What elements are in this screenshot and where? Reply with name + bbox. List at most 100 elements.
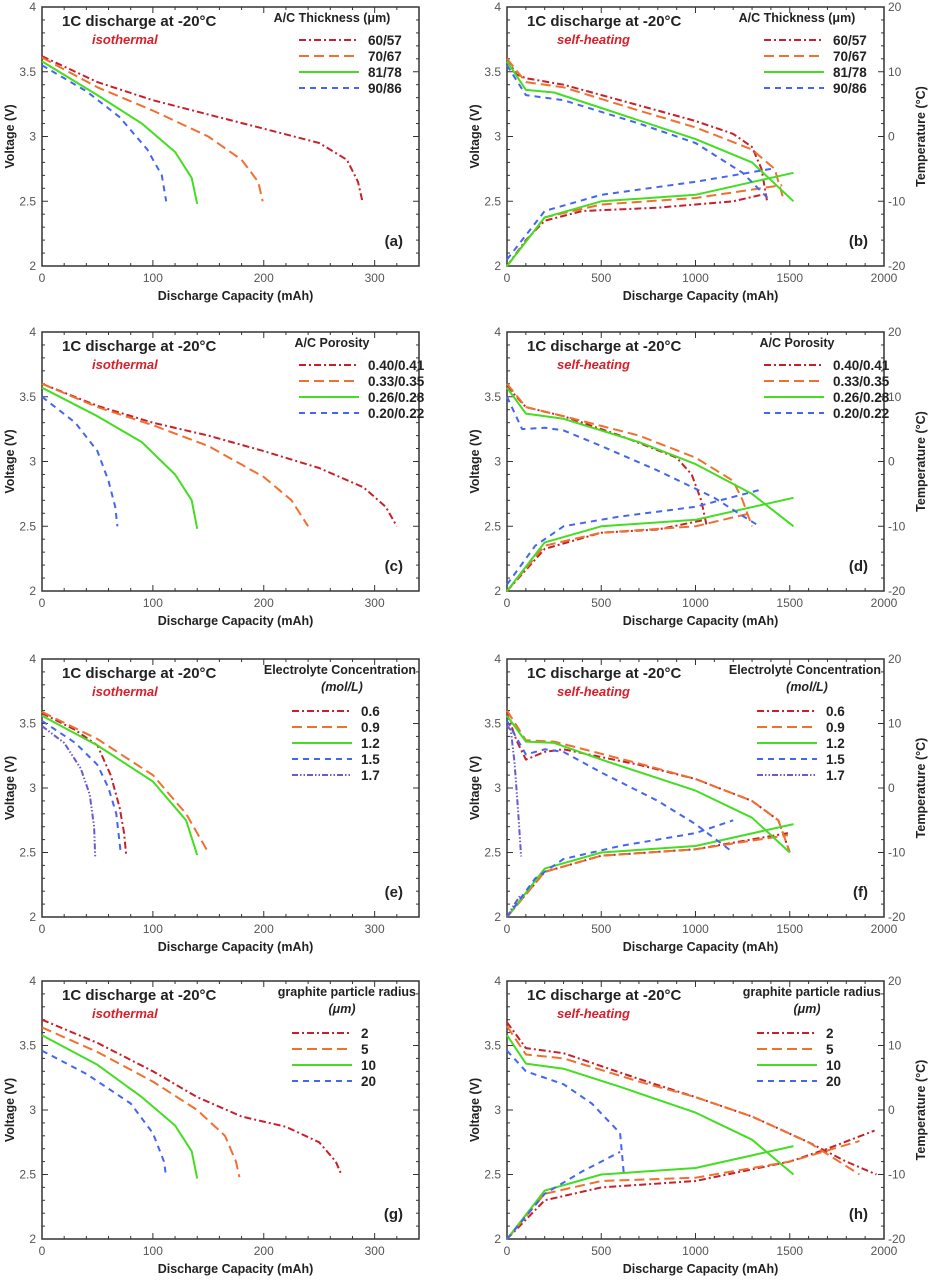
legend-label: 2 [826,1026,834,1041]
legend-label: 0.40/0.41 [368,358,425,373]
x-tick-label: 200 [254,271,274,285]
legend-title: A/C Thickness (μm) [274,11,391,25]
y-tick-label: 2 [29,584,36,598]
y-tick-label: 2.5 [19,194,36,208]
y2-tick-label: 10 [888,717,902,731]
y-tick-label: 2 [29,910,36,924]
legend-subtitle: (mol/L) [321,680,363,694]
x-tick-label: 200 [254,596,274,610]
voltage-line [41,1026,241,1178]
x-tick-label: 300 [365,271,385,285]
y-tick-label: 3.5 [19,65,36,79]
temperature-line [506,1140,860,1240]
x-tick-label: 500 [591,596,611,610]
voltage-line [506,725,523,857]
legend-label: 90/86 [368,81,402,96]
x-tick-label: 0 [39,922,46,936]
y2-tick-label: 10 [888,390,902,404]
legend-label: 0.26/0.28 [368,390,425,405]
x-tick-label: 0 [504,1244,511,1258]
temperature-line [506,518,706,592]
temperature-line [506,184,783,267]
voltage-line [506,1034,795,1176]
voltage-line [41,720,122,853]
y-tick-label: 4 [29,652,36,666]
y-axis-label: Voltage (V) [3,104,17,168]
y2-tick-label: 0 [888,1103,895,1117]
legend-label: 1.7 [826,768,845,783]
panel-title: 1C discharge at -20°C [527,987,682,1004]
voltage-line [41,60,199,205]
y-tick-label: 2.5 [19,846,36,860]
legend-label: 0.20/0.22 [368,406,424,421]
legend-label: 1.2 [826,736,845,751]
y-tick-label: 4 [494,0,501,14]
legend-label: 0.6 [361,704,380,719]
legend-label: 20 [826,1074,841,1089]
y-tick-label: 4 [29,325,36,339]
y2-axis-label: Temperature (°C) [914,411,928,512]
legend-label: 70/67 [368,49,402,64]
legend-label: 0.20/0.22 [833,406,889,421]
x-tick-label: 100 [143,271,163,285]
x-tick-label: 100 [143,1244,163,1258]
legend-label: 10 [826,1058,841,1073]
temperature-line [506,167,772,261]
panel-subtitle: isothermal [92,32,158,47]
y-tick-label: 2.5 [484,846,501,860]
y2-tick-label: -10 [888,1168,906,1182]
x-tick-label: 1500 [776,271,803,285]
y-tick-label: 3 [29,781,36,795]
y-tick-label: 3 [29,130,36,144]
y2-tick-label: 0 [888,781,895,795]
panel-subtitle: self-heating [557,684,630,699]
legend-label: 0.9 [826,720,845,735]
x-tick-label: 1000 [682,596,709,610]
legend-label: 1.2 [361,736,380,751]
voltage-line [41,64,168,202]
temperature-line [506,819,734,918]
panel-label: (g) [384,1206,403,1223]
y-tick-label: 3.5 [19,390,36,404]
voltage-line [41,382,398,527]
voltage-line [41,55,364,202]
legend-label: 5 [826,1042,834,1057]
legend-title: Electrolyte Concentration [729,663,881,677]
y-tick-label: 3.5 [484,65,501,79]
voltage-line [41,712,128,857]
x-tick-label: 1500 [776,922,803,936]
x-tick-label: 1000 [682,922,709,936]
legend-label: 0.9 [361,720,380,735]
x-tick-label: 0 [504,922,511,936]
legend-title: Electrolyte Concentration [264,663,416,677]
x-tick-label: 300 [365,596,385,610]
x-tick-label: 1500 [776,596,803,610]
x-axis-label: Discharge Capacity (mAh) [158,1262,314,1276]
x-tick-label: 2000 [871,922,898,936]
y-tick-label: 3.5 [19,717,36,731]
x-tick-label: 2000 [871,271,898,285]
legend-title: graphite particle radius [743,985,881,999]
voltage-line [506,58,769,202]
voltage-line [506,58,786,202]
temperature-line [506,893,522,918]
voltage-line [506,64,772,203]
y2-tick-label: -20 [888,584,906,598]
legend-title: A/C Thickness (μm) [739,11,856,25]
y-tick-label: 2.5 [484,519,501,533]
x-axis-label: Discharge Capacity (mAh) [623,1262,779,1276]
legend-title: A/C Porosity [759,336,834,350]
panel-label: (h) [849,1206,868,1223]
x-axis-label: Discharge Capacity (mAh) [158,289,314,303]
y-tick-label: 4 [29,0,36,14]
x-tick-label: 200 [254,922,274,936]
legend-subtitle: (μm) [329,1002,356,1016]
legend-label: 0.33/0.35 [833,374,890,389]
panel-subtitle: self-heating [557,32,630,47]
panel-e: 0 100 200 300 2 2.5 3 3.5 4 Voltage (V) Discharge … [3,652,420,954]
temperature-line [506,1129,875,1240]
legend-subtitle: (mol/L) [786,680,828,694]
panel-h: 0 500 1000 1500 2000 2 2.5 3 3.5 4 Voltage (V) Disc… [468,974,928,1276]
y-tick-label: 2.5 [19,1168,36,1182]
